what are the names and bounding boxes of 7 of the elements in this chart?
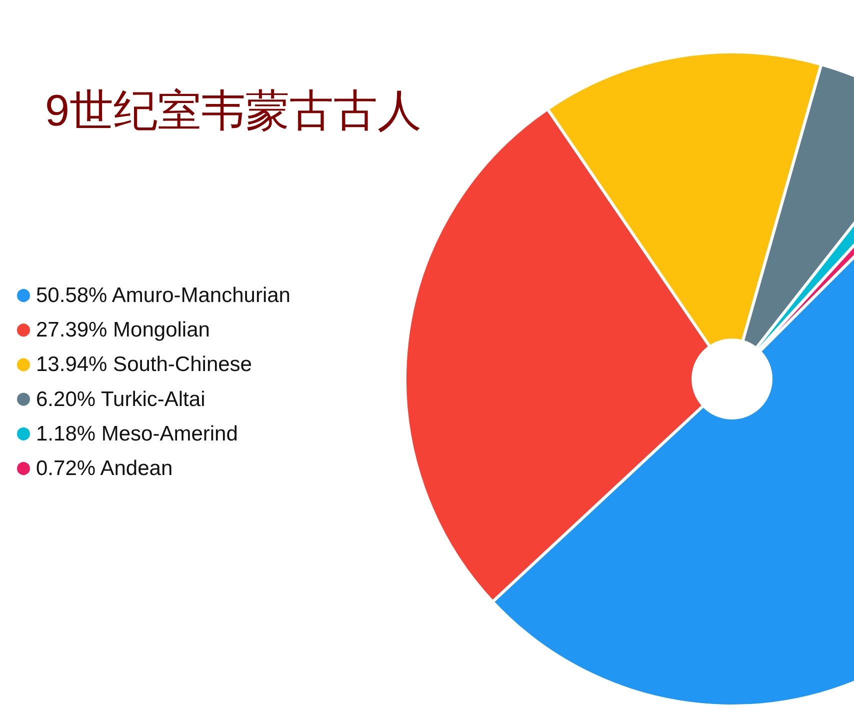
legend-label: 50.58% Amuro-Manchurian <box>36 284 290 307</box>
legend-label: 27.39% Mongolian <box>36 318 210 342</box>
text: 9世纪室韦蒙古古人 <box>45 86 422 136</box>
legend-label: 1.18% Meso-Amerind <box>36 422 238 446</box>
legend-label: 13.94% South-Chinese <box>36 353 252 376</box>
legend-label: 6.20% Turkic-Altai <box>36 388 206 411</box>
legend-label: 0.72% Andean <box>36 457 173 480</box>
